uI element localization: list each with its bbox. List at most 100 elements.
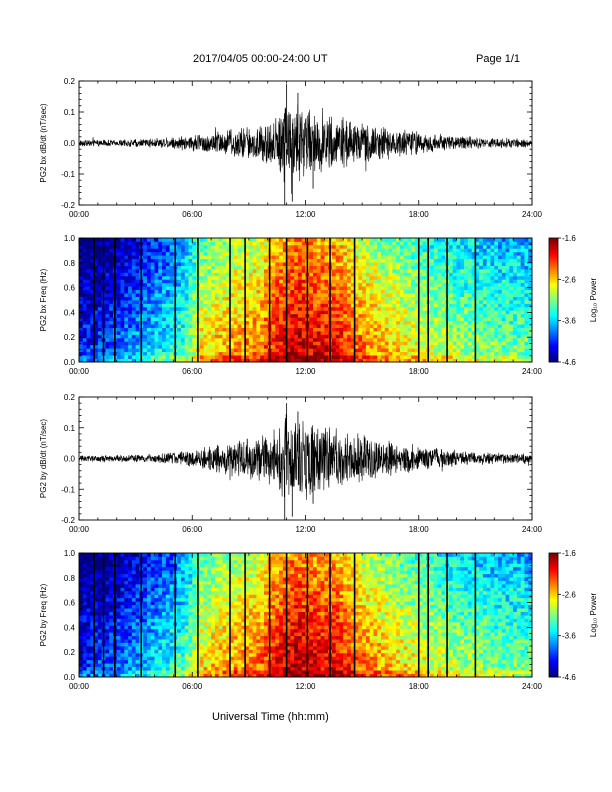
heatmap-cell [158,358,163,363]
heatmap-cell [120,355,125,359]
heatmap-cell [154,244,159,249]
heatmap-cell [79,673,84,678]
heatmap-cell [297,279,303,284]
heatmap-cell [505,310,510,315]
y-tick-label-1-4: 0.8 [64,259,76,268]
heatmap-cell [392,317,397,322]
heatmap-cell [422,269,427,273]
heatmap-cell [479,272,484,277]
heatmap-cell [192,334,197,339]
heatmap-cell [505,344,510,349]
heatmap-cell [86,553,91,557]
heatmap-cell [335,262,340,266]
heatmap-cell [335,286,340,291]
heatmap-cell [271,244,276,249]
heatmap-cell [407,241,412,246]
heatmap-cell [203,296,208,301]
heatmap-cell [313,344,318,349]
heatmap-cell [86,632,91,637]
heatmap-cell [407,244,412,249]
heatmap-cell [188,251,193,256]
heatmap-cell [520,320,525,325]
heatmap-cell [377,337,382,342]
heatmap-cell [316,238,321,242]
heatmap-cell [339,317,344,322]
heatmap-cell [294,351,299,356]
heatmap-cell [94,621,99,626]
heatmap-cell [362,317,367,322]
heatmap-cell [282,344,288,349]
heatmap-cell [105,632,110,637]
heatmap-cell [146,310,152,315]
heatmap-cell [154,331,159,335]
heatmap-cell [520,334,525,339]
heatmap-cell [320,358,325,363]
heatmap-cell [460,320,465,325]
heatmap-cell [82,659,87,664]
heatmap-cell [373,282,378,287]
heatmap-cell [199,331,204,335]
y-tick-label-2-1: -0.1 [61,485,75,494]
heatmap-cell [301,306,306,311]
heatmap-cell [263,306,269,311]
heatmap-cell [180,241,186,246]
heatmap-cell [297,296,303,301]
heatmap-cell [494,327,499,332]
heatmap-cell [158,306,163,311]
heatmap-cell [313,341,318,346]
heatmap-cell [90,282,95,287]
heatmap-cell [124,327,129,332]
heatmap-cell [94,584,99,588]
heatmap-cell [248,344,254,349]
heatmap-cell [241,244,246,249]
heatmap-cell [448,265,454,270]
heatmap-cell [252,334,257,339]
heatmap-cell [516,289,522,294]
heatmap-cell [520,289,525,294]
heatmap-cell [354,238,359,242]
heatmap-cell [90,279,95,284]
heatmap-cell [373,255,378,260]
heatmap-cell [482,241,488,246]
heatmap-cell [524,262,529,266]
heatmap-cell [260,317,265,322]
heatmap-cell [343,327,348,332]
heatmap-cell [490,334,495,339]
heatmap-cell [226,344,231,349]
heatmap-cell [241,306,246,311]
heatmap-cell [339,238,344,242]
heatmap-cell [509,303,514,308]
heatmap-cell [309,289,314,294]
heatmap-cell [418,337,423,342]
heatmap-cell [331,248,337,253]
heatmap-cell [392,275,397,280]
heatmap-cell [301,320,306,325]
heatmap-cell [456,334,461,339]
heatmap-cell [528,313,533,318]
heatmap-cell [448,303,454,308]
heatmap-cell [501,251,506,256]
heatmap-cell [294,255,299,260]
heatmap-cell [392,358,397,363]
heatmap-cell [248,327,254,332]
heatmap-cell [381,255,386,260]
heatmap-cell [452,279,457,284]
heatmap-cell [94,553,99,557]
heatmap-cell [86,594,91,599]
heatmap-cell [97,580,103,585]
heatmap-cell [486,341,491,346]
heatmap-cell [184,258,189,263]
heatmap-cell [516,337,522,342]
heatmap-cell [343,303,348,308]
heatmap-cell [490,351,495,356]
heatmap-cell [399,300,405,304]
heatmap-cell [316,348,321,353]
heatmap-cell [294,279,299,284]
heatmap-cell [143,241,148,246]
heatmap-cell [297,275,303,280]
heatmap-cell [422,320,427,325]
heatmap-cell [505,320,510,325]
heatmap-cell [286,341,291,346]
heatmap-cell [82,666,87,671]
heatmap-cell [90,587,95,592]
